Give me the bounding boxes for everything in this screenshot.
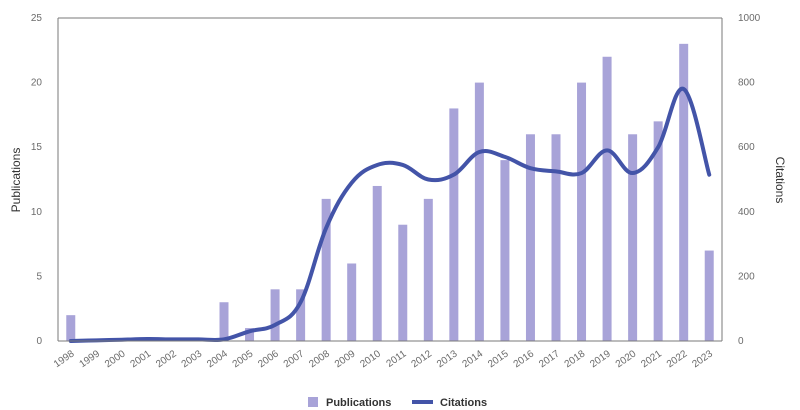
citations-point	[223, 338, 225, 340]
x-tick-label: 2002	[154, 348, 179, 370]
citations-point	[325, 227, 327, 229]
citations-point	[146, 338, 148, 340]
legend-citations-label: Citations	[440, 397, 487, 409]
citations-point	[632, 172, 634, 174]
publications-bar	[500, 160, 510, 341]
publications-bar	[449, 108, 459, 341]
x-tick-label: 2023	[690, 348, 715, 370]
right-tick-label: 200	[738, 271, 755, 282]
x-tick-label: 2006	[256, 348, 281, 370]
x-axis-ticks: 1998 1999 2000 2001 2002 2003 2004 2005 2006 2007…	[52, 348, 715, 370]
right-tick-label: 400	[738, 207, 755, 218]
legend-publications-swatch	[308, 397, 318, 407]
citations-point	[453, 174, 455, 176]
legend: Publications Citations	[308, 397, 487, 409]
publications-bar	[372, 185, 382, 341]
publications-bar	[628, 134, 638, 341]
citations-point	[197, 338, 199, 340]
right-axis-title: Citations	[773, 157, 787, 204]
x-tick-label: 2010	[358, 348, 383, 370]
left-tick-label: 10	[31, 207, 43, 218]
left-axis-ticks: 0 5 10 15 20 25	[31, 13, 43, 347]
citations-point	[376, 164, 378, 166]
right-tick-label: 800	[738, 78, 755, 89]
axes	[57, 17, 723, 342]
publications-bar	[679, 43, 689, 342]
x-tick-label: 2008	[307, 348, 332, 370]
right-tick-label: 600	[738, 142, 755, 153]
publications-bar	[653, 121, 663, 341]
x-tick-label: 2003	[180, 348, 205, 370]
citations-point	[427, 179, 429, 180]
left-axis-title: Publications	[9, 148, 23, 213]
citations-point	[351, 182, 353, 184]
publications-bar	[525, 134, 535, 341]
left-tick-label: 5	[36, 271, 42, 282]
x-tick-label: 2007	[282, 348, 307, 370]
x-tick-label: 2017	[537, 348, 562, 370]
line-group	[68, 87, 712, 343]
citations-point	[504, 156, 506, 158]
publications-bar	[602, 56, 612, 341]
citations-point	[581, 172, 583, 174]
citations-point	[274, 324, 276, 326]
bars-group	[66, 43, 714, 342]
citations-point	[172, 338, 174, 340]
x-tick-label: 2016	[512, 348, 537, 370]
citations-point	[606, 149, 608, 151]
publications-bar	[66, 315, 76, 341]
plot-area	[66, 43, 714, 343]
publications-bar	[296, 289, 306, 341]
left-tick-label: 0	[36, 336, 42, 347]
right-axis-ticks: 0 200 400 600 800 1000	[738, 13, 761, 347]
x-tick-label: 2021	[639, 348, 664, 370]
citations-point	[529, 167, 531, 169]
citations-line	[68, 87, 712, 343]
right-tick-label: 0	[738, 336, 744, 347]
publications-bar	[551, 134, 561, 341]
x-tick-label: 2020	[614, 348, 639, 370]
citations-point	[249, 330, 251, 332]
x-tick-label: 2013	[435, 348, 460, 370]
x-tick-label: 2001	[129, 348, 154, 370]
publications-bar	[577, 82, 587, 341]
legend-publications-label: Publications	[326, 397, 391, 409]
publications-bar	[474, 82, 484, 341]
publications-bar	[219, 302, 229, 341]
citations-point	[555, 170, 557, 172]
x-tick-label: 2005	[231, 348, 256, 370]
publications-bar	[347, 263, 357, 341]
citations-point	[683, 88, 685, 90]
x-tick-label: 2009	[333, 348, 358, 370]
x-tick-label: 1998	[52, 348, 77, 370]
x-tick-label: 2015	[486, 348, 511, 370]
x-tick-label: 2014	[461, 348, 486, 370]
publications-bar	[270, 289, 280, 341]
left-tick-label: 15	[31, 142, 43, 153]
x-tick-label: 1999	[77, 348, 102, 370]
x-tick-label: 2018	[563, 348, 588, 370]
x-tick-label: 2004	[205, 348, 230, 370]
publications-bar	[423, 198, 433, 341]
x-tick-label: 2000	[103, 348, 128, 370]
citations-point	[657, 146, 659, 148]
x-tick-label: 2012	[409, 348, 434, 370]
x-tick-label: 2011	[385, 348, 409, 370]
x-tick-label: 2022	[665, 348, 690, 370]
publications-bar	[398, 224, 408, 341]
publications-bar	[704, 250, 714, 341]
citations-point	[708, 174, 710, 176]
citations-point	[300, 301, 302, 303]
citations-point	[121, 339, 123, 341]
publications-bar	[245, 328, 255, 341]
publications-bar	[321, 198, 331, 341]
x-tick-label: 2019	[588, 348, 613, 370]
citations-point	[402, 164, 404, 166]
left-tick-label: 20	[31, 78, 43, 89]
left-tick-label: 25	[31, 13, 43, 24]
right-tick-label: 1000	[738, 13, 761, 24]
citations-point	[478, 151, 480, 153]
